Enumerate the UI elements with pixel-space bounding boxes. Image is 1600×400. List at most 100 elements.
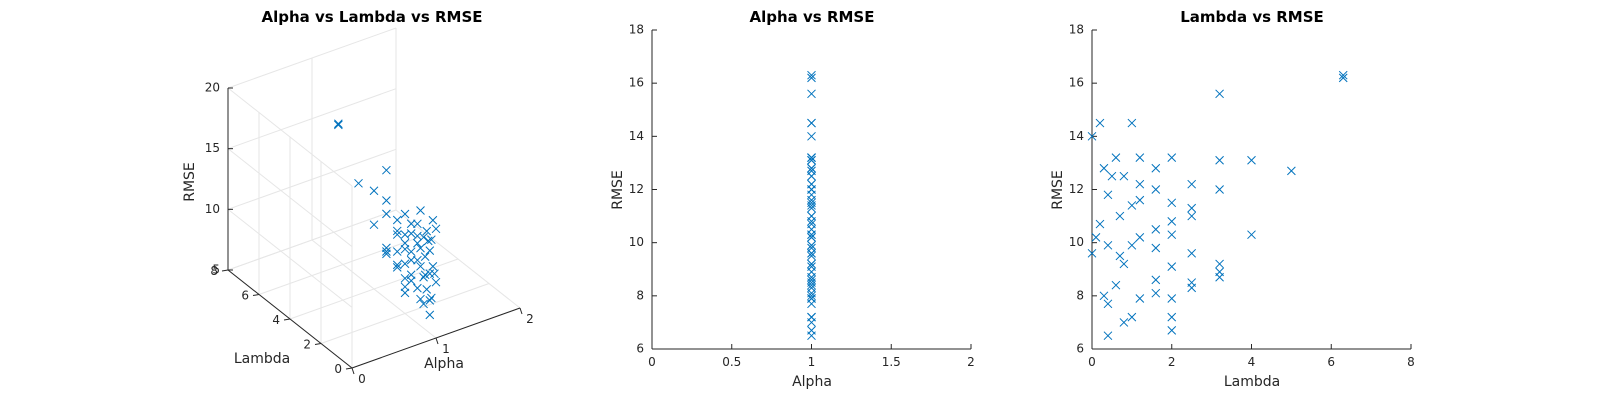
data-point-marker [1151, 243, 1161, 253]
y-tick-label: 8 [210, 264, 218, 278]
data-point-marker [425, 295, 435, 305]
y-tick-label: 6 [636, 342, 644, 356]
plot-3d-z-axis-label: RMSE [182, 162, 198, 202]
data-point-marker [807, 291, 816, 301]
data-point-marker [426, 235, 436, 245]
data-point-marker [382, 243, 391, 253]
z-gridline-back-wall [227, 27, 397, 89]
data-point-marker [425, 246, 435, 255]
x-tick-label: 4 [1248, 355, 1256, 369]
data-point-marker [1135, 153, 1145, 162]
data-point-marker [1119, 318, 1129, 327]
data-point-marker [416, 261, 425, 271]
data-point-marker [1215, 155, 1224, 165]
data-point-marker [807, 89, 816, 99]
z-gridline-back-wall [227, 148, 397, 210]
data-point-marker [807, 259, 816, 269]
data-point-marker [406, 219, 416, 229]
y-gridline-floor [227, 209, 397, 271]
data-point-marker [1167, 262, 1177, 271]
data-point-marker [1115, 251, 1125, 261]
data-point-marker [382, 196, 391, 205]
data-point-marker [1135, 232, 1145, 242]
y-tick-mark [283, 318, 291, 321]
data-point-marker [1135, 179, 1145, 189]
data-point-marker [807, 163, 816, 173]
data-point-marker [1127, 240, 1137, 250]
plot-alpha-vs-rmse: 0 0.5 1 1.5 2 6 8 10 12 14 16 18 Alpha vs RMSE Alph… [610, 8, 975, 390]
data-point-marker [382, 209, 391, 219]
data-point-marker [1111, 280, 1121, 290]
plot-2-x-axis-label: Alpha [792, 374, 832, 390]
data-point-marker [1103, 240, 1113, 250]
plot-2-y-axis-label: RMSE [610, 170, 626, 210]
data-point-marker [1167, 312, 1177, 322]
x-tick-label: 1 [442, 342, 450, 356]
data-point-marker [807, 280, 816, 290]
data-point-marker [382, 249, 391, 259]
data-point-marker [425, 310, 435, 320]
data-point-marker [431, 224, 441, 234]
data-point-marker [426, 293, 436, 303]
y-tick-label: 8 [636, 288, 644, 302]
data-point-marker [431, 277, 441, 287]
data-point-marker [807, 230, 816, 240]
data-point-marker [1107, 171, 1117, 181]
y-tick-label: 2 [303, 338, 311, 352]
data-point-marker [807, 251, 816, 261]
data-point-marker [406, 247, 416, 257]
plot-3d-title: Alpha vs Lambda vs RMSE [261, 8, 482, 26]
data-point-marker [1151, 275, 1161, 285]
data-point-marker [807, 331, 816, 341]
plot-3-markers [1087, 70, 1348, 341]
x-tick-label: 0 [358, 372, 366, 386]
data-point-marker [1215, 185, 1224, 194]
data-point-marker [400, 244, 410, 254]
y-tick-label: 16 [629, 76, 644, 90]
data-point-marker [400, 238, 410, 248]
z-tick-label: 10 [205, 202, 220, 216]
data-point-marker [1167, 153, 1177, 162]
y-tick-label: 12 [629, 182, 644, 196]
data-point-marker [413, 255, 422, 265]
data-point-marker [1099, 163, 1109, 173]
data-point-marker [1103, 331, 1113, 341]
data-point-marker [1099, 291, 1109, 301]
x-tick-mark [351, 367, 355, 375]
data-point-marker [807, 240, 816, 250]
x-tick-label: 2 [526, 312, 534, 326]
data-point-marker [1338, 73, 1348, 83]
data-point-marker [1167, 217, 1177, 226]
data-point-marker [1103, 299, 1113, 309]
data-point-marker [400, 209, 410, 219]
data-point-marker [1095, 118, 1105, 128]
z-tick-label: 20 [205, 81, 220, 95]
data-point-marker [1127, 201, 1137, 210]
data-point-marker [413, 231, 422, 241]
data-point-marker [1119, 171, 1129, 181]
data-point-marker [1247, 155, 1256, 165]
data-point-marker [430, 269, 439, 279]
y-tick-label: 18 [629, 23, 644, 37]
plot-2-markers [807, 70, 816, 341]
y-tick-label: 6 [241, 289, 249, 303]
data-point-marker [392, 230, 402, 239]
data-point-marker [369, 186, 379, 196]
data-point-marker [416, 294, 425, 304]
x-tick-label: 2 [967, 355, 975, 369]
plot-3-title: Lambda vs RMSE [1180, 8, 1324, 26]
data-point-marker [400, 288, 410, 298]
z-gridline-back-wall [227, 88, 397, 150]
y-tick-label: 8 [1076, 288, 1084, 302]
data-point-marker [807, 232, 816, 242]
data-point-marker [807, 73, 816, 83]
x-tick-label: 0 [648, 355, 656, 369]
z-gridline-side-wall [227, 87, 353, 187]
data-point-marker [1091, 232, 1101, 242]
y-tick-label: 14 [629, 129, 644, 143]
data-point-marker [419, 299, 428, 309]
data-point-marker [400, 282, 410, 292]
data-point-marker [333, 120, 343, 130]
y-tick-mark [314, 343, 322, 345]
